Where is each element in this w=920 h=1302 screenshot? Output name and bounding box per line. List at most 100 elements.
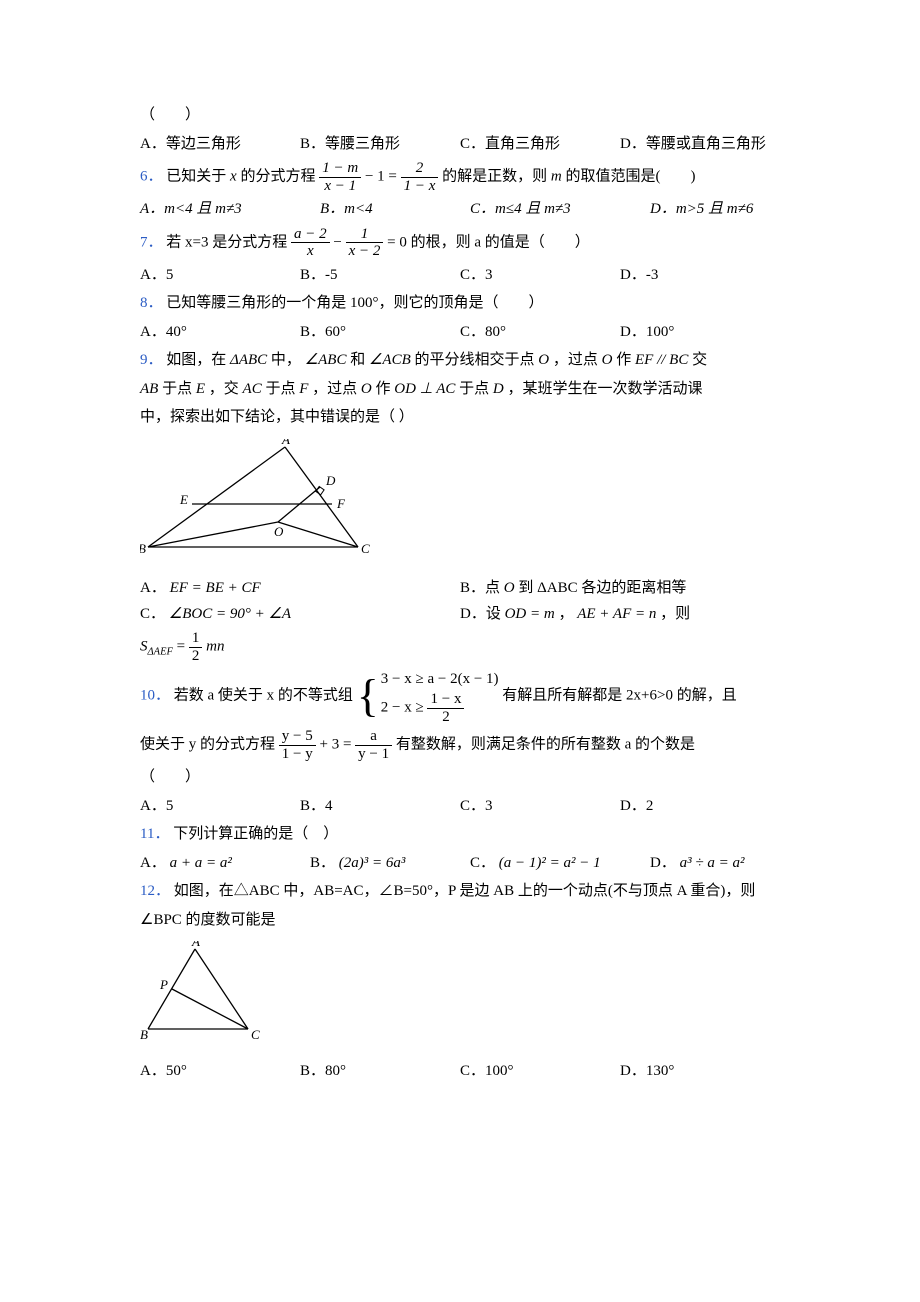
svg-text:C: C xyxy=(361,541,370,556)
q9-d-pre: D．设 xyxy=(460,606,505,622)
q9-opts-row-2: C． ∠BOC = 90° + ∠A D．设 OD = m ， AE + AF … xyxy=(140,602,780,628)
q11-opt-a: A． a + a = a² xyxy=(140,851,310,877)
q6-frac-1-num: 1 − m xyxy=(319,160,361,178)
q10-options: A．5 B．4 C．3 D．2 xyxy=(140,794,780,820)
q9-c-math: ∠BOC = 90° + ∠A xyxy=(169,606,291,622)
q12-opt-c: C．100° xyxy=(460,1059,620,1085)
q9-opt-d-line2: SΔAEF = 1 2 mn xyxy=(140,630,780,664)
q9-odac: OD ⊥ AC xyxy=(394,381,455,397)
q7-opt-d: D．-3 xyxy=(620,263,780,289)
q-top-opt-a: A．等边三角形 xyxy=(140,132,300,158)
q7-text-1: 若 x=3 是分式方程 xyxy=(166,234,291,250)
q10-l2-mid: + 3 = xyxy=(319,736,355,752)
q10-pre: 若数 a 使关于 x 的不等式组 xyxy=(174,687,357,703)
q9-abc: ΔABC xyxy=(230,352,267,368)
q12-options: A．50° B．80° C．100° D．130° xyxy=(140,1059,780,1085)
q9-d-tail: ，则 xyxy=(660,606,690,622)
q6-text-2: 的分式方程 xyxy=(240,168,319,184)
q9-d-sub: ΔAEF xyxy=(148,646,173,657)
q9-ang-abc: ∠ABC xyxy=(305,352,347,368)
q6-opt-a: A．m<4 且 m≠3 xyxy=(140,197,320,223)
q6-minus-1: − 1 = xyxy=(365,168,401,184)
q-top-paren: （ ） xyxy=(140,103,780,129)
q10-tail-1: 有解且所有解都是 2x+6>0 的解，且 xyxy=(502,687,736,703)
q9-t1: 如图，在 xyxy=(166,352,230,368)
q11-opt-d: D． a³ ÷ a = a² xyxy=(650,851,744,877)
q9-t12: 作 xyxy=(376,381,395,397)
q-top-opt-b: B．等腰三角形 xyxy=(300,132,460,158)
q9-b-pre: B．点 xyxy=(460,580,504,596)
svg-text:C: C xyxy=(251,1027,260,1041)
q9-t14: ，某班学生在一次数学活动课 xyxy=(508,381,703,397)
q9-b-tail: 到 ΔABC 各边的距离相等 xyxy=(518,580,686,596)
q9-t2: 中， xyxy=(271,352,305,368)
q10-stem-1: 10． 若数 a 使关于 x 的不等式组 { 3 − x ≥ a − 2(x −… xyxy=(140,667,780,725)
q9-t3: 和 xyxy=(350,352,369,368)
q7-opt-c: C．3 xyxy=(460,263,620,289)
q9-efbc: EF // BC xyxy=(635,352,688,368)
q10-opt-c: C．3 xyxy=(460,794,620,820)
q9-d-eq: = xyxy=(177,638,189,654)
q11-options: A． a + a = a² B． (2a)³ = 6a³ C． (a − 1)²… xyxy=(140,851,780,877)
q9-opts-row-1: A． EF = BE + CF B．点 O 到 ΔABC 各边的距离相等 xyxy=(140,576,780,602)
q9-opt-c: C． ∠BOC = 90° + ∠A xyxy=(140,602,460,628)
q9-t7: 交 xyxy=(692,352,707,368)
q9-opt-b: B．点 O 到 ΔABC 各边的距离相等 xyxy=(460,576,780,602)
q9-d-frac-num: 1 xyxy=(189,630,203,648)
q11-d-pre: D． xyxy=(650,855,676,871)
q9-line-3: 中，探索出如下结论，其中错误的是（ ） xyxy=(140,405,780,431)
q9-o1: O xyxy=(538,352,549,368)
q9-d-frac-den: 2 xyxy=(189,648,203,665)
q6-opt-c: C．m≤4 且 m≠3 xyxy=(470,197,650,223)
q7-minus: − xyxy=(333,234,345,250)
q7-frac-2-num: 1 xyxy=(346,226,384,244)
q7-stem: 7． 若 x=3 是分式方程 a − 2 x − 1 x − 2 = 0 的根，… xyxy=(140,226,780,260)
q10-sys-2: 2 − x ≥ 1 − x 2 xyxy=(381,691,499,725)
q9-e: E xyxy=(196,381,205,397)
q6-x: x xyxy=(230,168,237,184)
svg-text:A: A xyxy=(281,439,290,447)
q9-t6: 作 xyxy=(616,352,635,368)
q9-d-mn: mn xyxy=(206,638,224,654)
q10-num: 10． xyxy=(140,687,170,703)
q6-frac-1-den: x − 1 xyxy=(319,178,361,195)
q12-opt-d: D．130° xyxy=(620,1059,780,1085)
q9-num: 9． xyxy=(140,352,163,368)
q7-frac-2-den: x − 2 xyxy=(346,243,384,260)
q6-frac-2: 2 1 − x xyxy=(401,160,439,194)
q11-stem: 11． 下列计算正确的是（ ） xyxy=(140,822,780,848)
q6-opt-b: B．m<4 xyxy=(320,197,470,223)
q7-frac-1-den: x xyxy=(291,243,330,260)
q6-m: m xyxy=(551,168,562,184)
q6-frac-2-num: 2 xyxy=(401,160,439,178)
q10-paren: （ ） xyxy=(140,765,780,791)
q10-opt-b: B．4 xyxy=(300,794,460,820)
q-top-opt-d: D．等腰或直角三角形 xyxy=(620,132,780,158)
q8-options: A．40° B．60° C．80° D．100° xyxy=(140,320,780,346)
svg-text:F: F xyxy=(336,496,346,511)
q9-figure: ABCEFOD xyxy=(140,439,780,569)
q9-d-od: OD = m xyxy=(505,606,555,622)
q6-frac-1: 1 − m x − 1 xyxy=(319,160,361,194)
q10-l2-f2-den: y − 1 xyxy=(355,746,392,763)
q10-system: { 3 − x ≥ a − 2(x − 1) 2 − x ≥ 1 − x 2 xyxy=(357,667,499,725)
q9-d-ae: AE + AF = n xyxy=(577,606,656,622)
q11-b-pre: B． xyxy=(310,855,335,871)
q11-num: 11． xyxy=(140,826,169,842)
q9-o2: O xyxy=(602,352,613,368)
q9-d-s: S xyxy=(140,638,148,654)
q9-t11: ，过点 xyxy=(312,381,361,397)
q10-sys-2-den: 2 xyxy=(427,709,464,726)
svg-text:A: A xyxy=(191,941,200,949)
q10-l2-pre: 使关于 y 的分式方程 xyxy=(140,736,279,752)
q6-text-3: 的解是正数，则 xyxy=(442,168,551,184)
q11-a-math: a + a = a² xyxy=(170,855,232,871)
q10-opt-a: A．5 xyxy=(140,794,300,820)
q8-stem: 8． 已知等腰三角形的一个角是 100°，则它的顶角是（ ） xyxy=(140,291,780,317)
q9-a-pre: A． xyxy=(140,580,166,596)
q7-frac-1-num: a − 2 xyxy=(291,226,330,244)
q9-d-frac: 1 2 xyxy=(189,630,203,664)
q9-ac: AC xyxy=(243,381,262,397)
q7-num: 7． xyxy=(140,234,163,250)
q9-opt-a: A． EF = BE + CF xyxy=(140,576,460,602)
